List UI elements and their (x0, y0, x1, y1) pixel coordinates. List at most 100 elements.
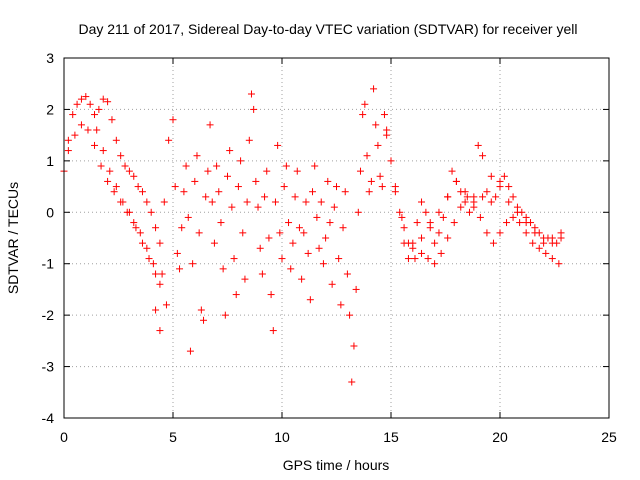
data-point (529, 239, 537, 247)
data-point (121, 162, 129, 170)
data-point (509, 213, 517, 221)
data-marks (60, 85, 565, 386)
data-point (367, 177, 375, 185)
data-point (553, 239, 561, 247)
data-point (461, 198, 469, 206)
data-point (500, 172, 508, 180)
data-point (413, 219, 421, 227)
data-point (315, 244, 323, 252)
data-point (396, 208, 404, 216)
data-point (149, 260, 157, 268)
data-point (330, 203, 338, 211)
data-point (542, 249, 550, 257)
data-point (439, 213, 447, 221)
data-point (143, 198, 151, 206)
data-point (287, 265, 295, 273)
data-point (134, 183, 142, 191)
data-point (252, 177, 260, 185)
data-point (64, 136, 72, 144)
data-point (152, 270, 160, 278)
data-point (522, 229, 530, 237)
data-point (328, 280, 336, 288)
data-point (269, 327, 277, 335)
x-axis-label: GPS time / hours (283, 457, 390, 473)
data-point (206, 121, 214, 129)
data-point (411, 255, 419, 263)
data-point (431, 239, 439, 247)
data-point (448, 167, 456, 175)
data-point (431, 260, 439, 268)
data-point (180, 188, 188, 196)
data-point (208, 198, 216, 206)
data-point (204, 167, 212, 175)
data-point (555, 260, 563, 268)
data-point (380, 111, 388, 119)
data-point (84, 126, 92, 134)
data-point (91, 111, 99, 119)
data-point (391, 188, 399, 196)
y-tick-label: 1 (46, 153, 54, 169)
data-point (186, 347, 194, 355)
data-point (291, 193, 299, 201)
data-point (489, 239, 497, 247)
data-point (250, 105, 258, 113)
data-point (241, 275, 249, 283)
y-tick-label: -1 (42, 256, 55, 272)
data-point (435, 208, 443, 216)
data-point (173, 249, 181, 257)
data-point (69, 111, 77, 119)
data-point (505, 198, 513, 206)
data-point (505, 183, 513, 191)
data-point (363, 152, 371, 160)
data-point (503, 219, 511, 227)
data-point (372, 121, 380, 129)
y-tick-label: 2 (46, 101, 54, 117)
data-point (191, 177, 199, 185)
data-point (535, 244, 543, 252)
data-point (217, 219, 225, 227)
data-point (143, 244, 151, 252)
data-point (285, 219, 293, 227)
data-point (91, 141, 99, 149)
data-point (71, 131, 79, 139)
data-point (125, 167, 133, 175)
data-point (293, 167, 301, 175)
data-point (300, 229, 308, 237)
data-point (93, 126, 101, 134)
data-point (302, 198, 310, 206)
data-point (383, 131, 391, 139)
data-point (476, 213, 484, 221)
data-point (361, 100, 369, 108)
data-point (77, 121, 85, 129)
data-point (156, 239, 164, 247)
data-point (343, 270, 351, 278)
data-point (152, 224, 160, 232)
data-point (156, 327, 164, 335)
data-point (176, 265, 184, 273)
data-point (335, 255, 343, 263)
data-point (418, 198, 426, 206)
data-point (465, 208, 473, 216)
y-tick-label: -2 (42, 307, 55, 323)
data-point (418, 234, 426, 242)
data-point (483, 188, 491, 196)
data-point (234, 183, 242, 191)
data-point (326, 219, 334, 227)
data-point (426, 219, 434, 227)
data-point (346, 311, 354, 319)
data-point (548, 255, 556, 263)
data-point (99, 147, 107, 155)
data-point (557, 229, 565, 237)
data-point (548, 234, 556, 242)
axis-ticks: 0 5 10 15 20 25 -4 -3 -2 -1 0 1 2 3 (42, 50, 617, 445)
data-point (278, 255, 286, 263)
data-point (132, 224, 140, 232)
chart-title: Day 211 of 2017, Sidereal Day-to-day VTE… (78, 21, 577, 37)
data-point (461, 188, 469, 196)
data-point (184, 213, 192, 221)
data-point (492, 193, 500, 201)
data-point (400, 224, 408, 232)
data-point (271, 198, 279, 206)
data-point (474, 141, 482, 149)
data-point (258, 270, 266, 278)
